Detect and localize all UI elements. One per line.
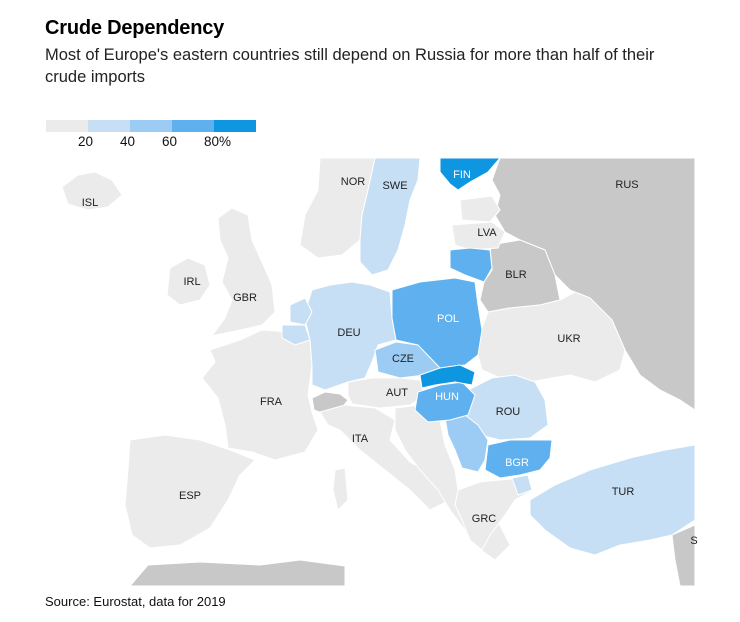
country-EST: [459, 195, 501, 223]
country-FRA: [201, 329, 319, 461]
country-BEL: [281, 324, 311, 346]
country-POL: [391, 277, 483, 369]
chart-title: Crude Dependency: [45, 17, 225, 39]
label-UKR: UKR: [557, 333, 580, 345]
label-LVA: LVA: [477, 227, 497, 239]
label-HUN: HUN: [435, 391, 459, 403]
label-SYR: S: [690, 535, 697, 547]
country-BGR: [484, 439, 553, 479]
legend-tick-40: 40: [120, 134, 136, 149]
country-UKR: [474, 291, 626, 383]
label-ISL: ISL: [82, 197, 99, 209]
label-DEU: DEU: [337, 327, 360, 339]
country-LVA: [451, 221, 506, 251]
label-CZE: CZE: [392, 353, 414, 365]
legend-swatch-40-60: [130, 120, 172, 132]
country-SAR: [332, 467, 349, 511]
label-AUT: AUT: [386, 387, 408, 399]
label-FIN: FIN: [453, 169, 471, 181]
country-LTU: [449, 247, 493, 283]
country-NLD: [289, 297, 313, 326]
legend-swatch-80-100: [214, 120, 256, 132]
country-ISL: [61, 171, 123, 211]
label-FRA: FRA: [260, 396, 283, 408]
chart-subtitle: Most of Europe's eastern countries still…: [45, 46, 655, 86]
color-legend: 20 40 60 80%: [46, 120, 256, 150]
country-SRB: [444, 414, 489, 473]
country-FIN: [439, 158, 501, 191]
label-RUS: RUS: [615, 179, 638, 191]
legend-tick-80: 80%: [204, 134, 232, 149]
country-SYR: [671, 524, 695, 586]
label-ROU: ROU: [496, 406, 521, 418]
source-note: Source: Eurostat, data for 2019: [45, 594, 226, 609]
label-GBR: GBR: [233, 292, 257, 304]
legend-bar: [46, 120, 256, 132]
label-BLR: BLR: [505, 269, 526, 281]
legend-swatch-0-20: [46, 120, 88, 132]
label-ESP: ESP: [179, 490, 201, 502]
label-IRL: IRL: [183, 276, 200, 288]
country-SVK: [419, 364, 476, 389]
country-NAFRICA: [129, 559, 346, 586]
country-DEU: [303, 281, 397, 391]
label-SWE: SWE: [382, 180, 407, 192]
legend-swatch-20-40: [88, 120, 130, 132]
label-TUR: TUR: [612, 486, 635, 498]
country-TUR: [529, 444, 695, 556]
country-labels: ISL IRL GBR NOR SWE FIN LVA BLR RUS POL …: [82, 169, 698, 547]
country-HUN: [414, 381, 476, 423]
label-GRC: GRC: [472, 513, 497, 525]
label-POL: POL: [437, 313, 459, 325]
label-ITA: ITA: [352, 433, 369, 445]
country-IRL: [166, 257, 211, 306]
country-ESP: [124, 434, 256, 549]
country-TUR-E: [511, 474, 533, 496]
legend-swatch-60-80: [172, 120, 214, 132]
legend-ticks: 20 40 60 80%: [46, 132, 256, 150]
label-NOR: NOR: [341, 176, 366, 188]
label-BGR: BGR: [505, 457, 529, 469]
country-SWE: [359, 158, 421, 276]
country-GBR: [211, 207, 276, 337]
europe-map: ISL IRL GBR NOR SWE FIN LVA BLR RUS POL …: [61, 158, 698, 586]
legend-tick-60: 60: [162, 134, 178, 149]
legend-tick-20: 20: [78, 134, 94, 149]
country-GRC: [454, 477, 531, 551]
